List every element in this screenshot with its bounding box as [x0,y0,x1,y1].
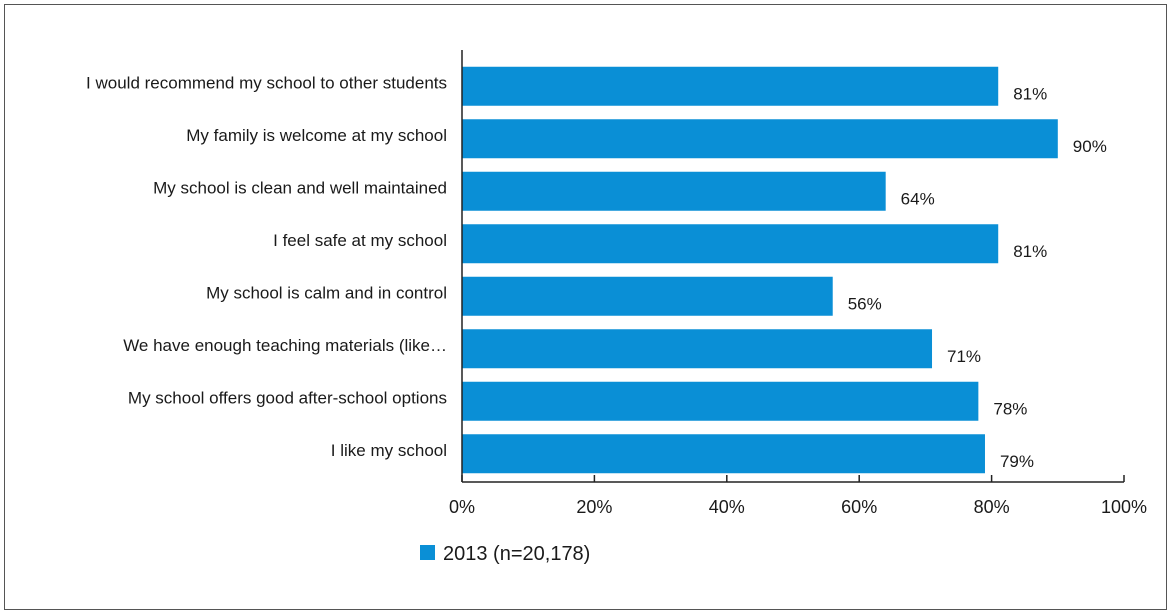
bar [462,171,886,211]
bar [462,224,999,264]
data-label: 81% [1013,242,1047,261]
bar [462,119,1058,159]
bar [462,66,999,106]
bar [462,329,933,369]
category-label: We have enough teaching materials (like… [123,336,447,355]
data-label: 71% [947,347,981,366]
x-tick-label: 0% [449,497,475,517]
data-label: 78% [993,400,1027,419]
category-label: I like my school [331,441,447,460]
data-label: 81% [1013,85,1047,104]
x-tick-label: 40% [709,497,745,517]
category-label: My school is clean and well maintained [153,179,447,198]
legend-swatch [420,545,435,560]
data-label: 56% [848,295,882,314]
bar [462,381,979,421]
bars-layer: I would recommend my school to other stu… [86,66,1107,474]
x-tick-label: 20% [576,497,612,517]
legend-label: 2013 (n=20,178) [443,543,590,565]
bar [462,276,833,316]
x-tick-label: 100% [1101,497,1147,517]
category-label: My school offers good after-school optio… [128,389,447,408]
category-label: I feel safe at my school [273,231,447,250]
data-label: 64% [901,190,935,209]
axis-layer: 0% 20% 40% 60% 80% 100% [449,50,1147,517]
category-label: My family is welcome at my school [186,126,447,145]
x-tick-label: 80% [974,497,1010,517]
legend: 2013 (n=20,178) [420,543,590,565]
bar [462,434,985,474]
category-label: My school is calm and in control [206,284,447,303]
category-label: I would recommend my school to other stu… [86,74,447,93]
data-label: 90% [1073,137,1107,156]
x-tick-label: 60% [841,497,877,517]
data-label: 79% [1000,452,1034,471]
